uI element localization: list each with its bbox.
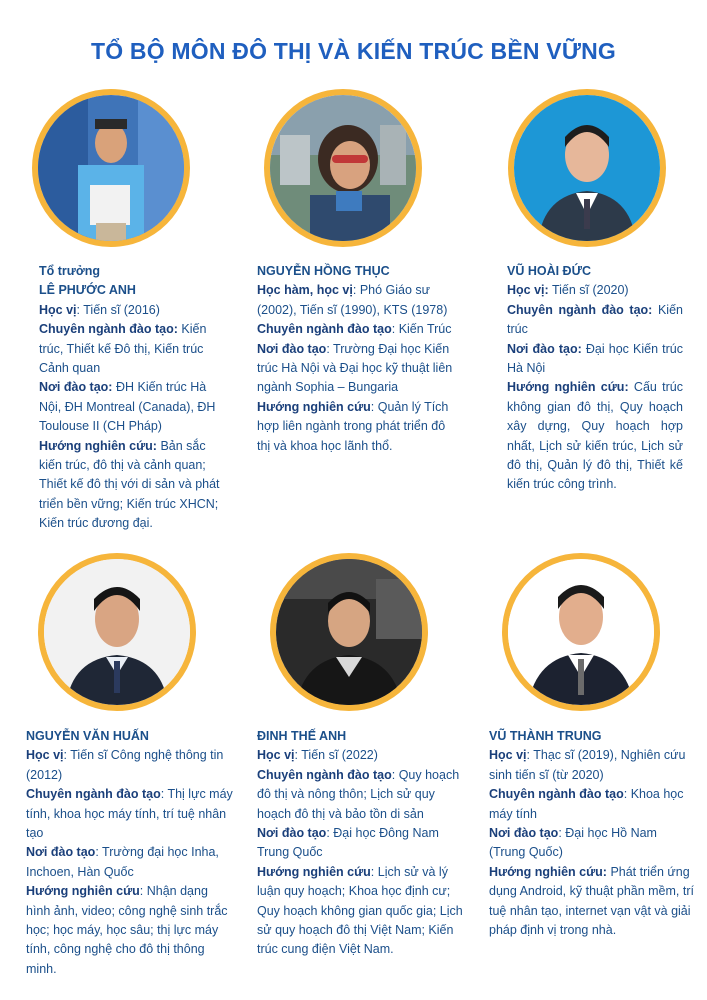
school-label: Nơi đào tạo bbox=[489, 826, 559, 841]
page-title: TỔ BỘ MÔN ĐÔ THỊ VÀ KIẾN TRÚC BỀN VỮNG bbox=[90, 38, 617, 64]
portrait-nguyen-hong-thuc bbox=[264, 89, 422, 247]
major-value: Thị lực máy tính, khoa học máy tính, trí… bbox=[26, 787, 233, 841]
portrait-nguyen-van-huan bbox=[38, 553, 196, 711]
degree-value: Phó Giáo sư (2002), Tiến sĩ (1990), KTS … bbox=[257, 283, 448, 317]
school-label: Nơi đào tạo: bbox=[39, 380, 113, 395]
degree-value: Tiến sĩ Công nghệ thông tin (2012) bbox=[26, 748, 224, 782]
profile-dinh-the-anh: ĐINH THẾ ANH Học vị: Tiến sĩ (2022) Chuy… bbox=[257, 727, 467, 960]
major-value: Quy hoạch đô thị và nông thôn; Lịch sử q… bbox=[257, 767, 460, 821]
profile-nguyen-hong-thuc: NGUYỄN HỒNG THỤC Học hàm, học vị: Phó Gi… bbox=[257, 262, 457, 456]
member-name: VŨ HOÀI ĐỨC bbox=[507, 264, 591, 278]
role-label: Tổ trưởng bbox=[39, 264, 100, 278]
member-name: NGUYỄN VĂN HUẤN bbox=[26, 729, 149, 743]
major-value: Khoa học máy tính bbox=[489, 787, 684, 821]
research-label: Hướng nghiên cứu bbox=[257, 399, 371, 414]
school-value: Đại học Hồ Nam (Trung Quốc) bbox=[489, 826, 657, 860]
portrait-le-phuoc-anh bbox=[32, 89, 190, 247]
profile-le-phuoc-anh: Tổ trưởng LÊ PHƯỚC ANH Học vị: Tiến sĩ (… bbox=[39, 262, 229, 534]
research-value: Phát triển ứng dụng Android, kỹ thuật ph… bbox=[489, 864, 694, 938]
school-value: ĐH Kiến trúc Hà Nội, ĐH Montreal (Canada… bbox=[39, 380, 216, 434]
major-value: Kiến trúc bbox=[507, 302, 683, 337]
member-name: ĐINH THẾ ANH bbox=[257, 729, 347, 743]
research-value: Nhận dạng hình ảnh, video; công nghệ sin… bbox=[26, 884, 228, 976]
degree-value: Tiến sĩ (2020) bbox=[551, 283, 629, 298]
research-value: Lịch sử và lý luận quy hoạch; Khoa học đ… bbox=[257, 864, 463, 957]
school-value: Đại học Đông Nam Trung Quốc bbox=[257, 826, 439, 860]
degree-value: Tiến sĩ (2022) bbox=[301, 748, 378, 763]
research-label: Hướng nghiên cứu: bbox=[507, 380, 629, 395]
major-label: Chuyên ngành đào tạo: bbox=[507, 302, 653, 317]
major-value: Kiến Trúc bbox=[398, 322, 452, 337]
profile-vu-hoai-duc: VŨ HOÀI ĐỨC Học vị: Tiến sĩ (2020) Chuyê… bbox=[507, 262, 683, 495]
degree-value: Tiến sĩ (2016) bbox=[83, 302, 160, 317]
portrait-vu-thanh-trung bbox=[502, 553, 660, 711]
degree-label: Học vị bbox=[39, 302, 77, 317]
research-label: Hướng nghiên cứu: bbox=[489, 864, 607, 879]
portrait-vu-hoai-duc bbox=[508, 89, 666, 247]
research-label: Hướng nghiên cứu: bbox=[39, 438, 157, 453]
research-value: Cấu trúc không gian đô thị, Quy hoạch xâ… bbox=[507, 380, 683, 492]
profile-vu-thanh-trung: VŨ THÀNH TRUNG Học vị: Thạc sĩ (2019), N… bbox=[489, 729, 694, 938]
school-value: Trường Đại học Kiến trúc Hà Nội và Đại h… bbox=[257, 341, 453, 395]
major-label: Chuyên ngành đào tạo bbox=[26, 787, 161, 802]
member-name: VŨ THÀNH TRUNG bbox=[489, 729, 602, 743]
degree-label: Học vị bbox=[26, 748, 64, 763]
portrait-dinh-the-anh bbox=[270, 553, 428, 711]
degree-label: Học vị bbox=[489, 748, 527, 763]
school-label: Nơi đào tạo: bbox=[507, 341, 582, 356]
research-value: Quản lý Tích hợp liên ngành trong phát t… bbox=[257, 399, 449, 453]
major-label: Chuyên ngành đào tạo bbox=[257, 322, 392, 337]
school-label: Nơi đào tạo bbox=[26, 845, 96, 860]
research-value: Bản sắc kiến trúc, đô thị và cảnh quan; … bbox=[39, 438, 220, 531]
major-label: Chuyên ngành đào tạo: bbox=[39, 322, 178, 337]
school-label: Nơi đào tạo bbox=[257, 826, 327, 841]
degree-label: Học hàm, học vị bbox=[257, 283, 353, 298]
degree-label: Học vị bbox=[257, 748, 295, 763]
member-name: LÊ PHƯỚC ANH bbox=[39, 283, 136, 298]
school-value: Trường đại học Inha, Inchoen, Hàn Quốc bbox=[26, 845, 219, 879]
member-name: NGUYỄN HỒNG THỤC bbox=[257, 264, 390, 278]
research-label: Hướng nghiên cứu bbox=[257, 864, 371, 879]
degree-value: Thạc sĩ (2019), Nghiên cứu sinh tiến sĩ … bbox=[489, 748, 686, 782]
school-value: Đại học Kiến trúc Hà Nội bbox=[507, 341, 684, 376]
degree-label: Học vị: bbox=[507, 283, 549, 298]
major-label: Chuyên ngành đào tạo bbox=[489, 787, 624, 802]
research-label: Hướng nghiên cứu bbox=[26, 884, 140, 899]
major-value: Kiến trúc, Thiết kế Đô thị, Kiến trúc Cả… bbox=[39, 322, 207, 376]
major-label: Chuyên ngành đào tạo bbox=[257, 767, 392, 782]
school-label: Nơi đào tạo bbox=[257, 341, 327, 356]
profile-nguyen-van-huan: NGUYỄN VĂN HUẤN Học vị: Tiến sĩ Công ngh… bbox=[26, 729, 233, 976]
